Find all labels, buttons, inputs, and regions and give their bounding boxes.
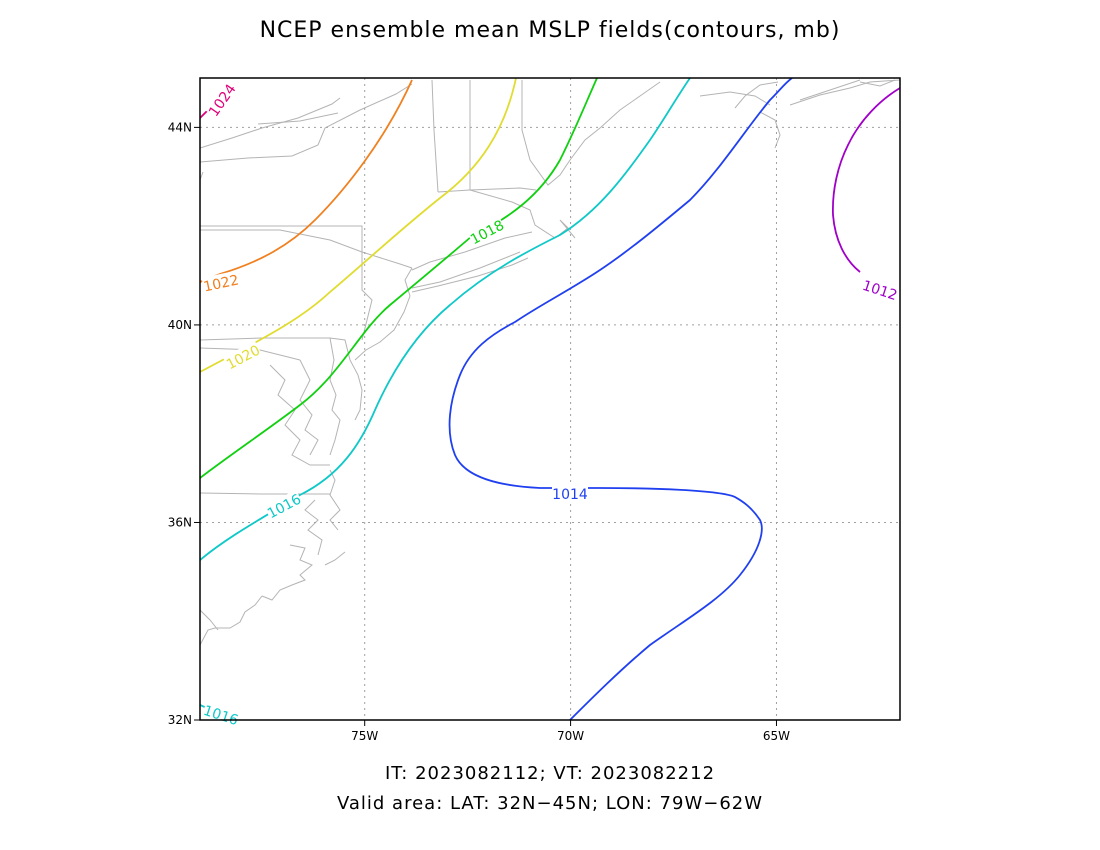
coastline (299, 359, 319, 456)
border (200, 347, 301, 361)
contour-label-1022: 1022 (202, 272, 240, 295)
coastline (269, 364, 330, 466)
border (361, 252, 373, 341)
coastline (324, 551, 346, 566)
contour-1016 (200, 78, 691, 561)
contour-label-bg (860, 275, 900, 303)
coastline (789, 79, 900, 106)
contour-label-1012: 1012 (860, 278, 899, 304)
coastline (200, 97, 341, 149)
coastline (759, 111, 781, 149)
coastline (200, 595, 263, 646)
coastline (411, 257, 529, 293)
border (431, 79, 439, 193)
border (200, 225, 363, 252)
contour-label-bg (201, 270, 241, 294)
lat-tick-label: 40N (168, 318, 192, 332)
coastline (859, 79, 896, 87)
coastline (329, 337, 341, 456)
contour-label-bg (222, 340, 263, 372)
contours-layer (200, 78, 900, 720)
coastline (469, 189, 576, 239)
map-title: NCEP ensemble mean MSLP fields(contours,… (259, 18, 841, 43)
coastline (699, 91, 771, 106)
lon-tick-label: 65W (763, 729, 790, 743)
contour-1012 (832, 87, 900, 273)
contour-label-1016: 1016 (201, 703, 240, 729)
coastline (411, 251, 521, 289)
lat-tick-label: 32N (168, 713, 192, 727)
axis-ticks: 32N 36N 40N 44N 75W 70W 65W (168, 120, 790, 743)
coastline (304, 499, 323, 556)
coastline (200, 337, 363, 421)
border (361, 251, 413, 269)
contour-1018 (200, 78, 598, 479)
lon-tick-label: 70W (557, 729, 584, 743)
footer-init-valid-time: IT: 2023082112; VT: 2023082212 (384, 763, 716, 784)
lat-tick-label: 44N (168, 120, 192, 134)
contour-label-bg (263, 489, 304, 521)
contour-label-bg (466, 215, 507, 247)
contour-label-bg (552, 485, 588, 501)
coastline (200, 609, 219, 631)
plot-frame (199, 77, 901, 721)
coastline (354, 267, 413, 361)
contour-label-bg (204, 80, 239, 119)
contour-1022 (200, 79, 413, 283)
coastlines-layer (200, 79, 900, 646)
coastline (261, 544, 313, 601)
coastline (521, 80, 661, 186)
coastline (799, 79, 861, 101)
coastline (329, 469, 341, 531)
lat-tick-label: 36N (168, 515, 192, 529)
coastline (257, 112, 339, 125)
coastline (734, 81, 779, 109)
contour-label-1014: 1014 (552, 487, 588, 503)
footer-valid-area: Valid area: LAT: 32N−45N; LON: 79W−62W (336, 793, 764, 814)
border (200, 492, 330, 495)
lon-tick-label: 75W (351, 729, 378, 743)
coastline (200, 83, 413, 163)
border (437, 187, 537, 193)
contour-1014 (448, 78, 793, 720)
contour-1020 (200, 78, 517, 373)
border (200, 229, 363, 253)
coastline (411, 231, 533, 271)
